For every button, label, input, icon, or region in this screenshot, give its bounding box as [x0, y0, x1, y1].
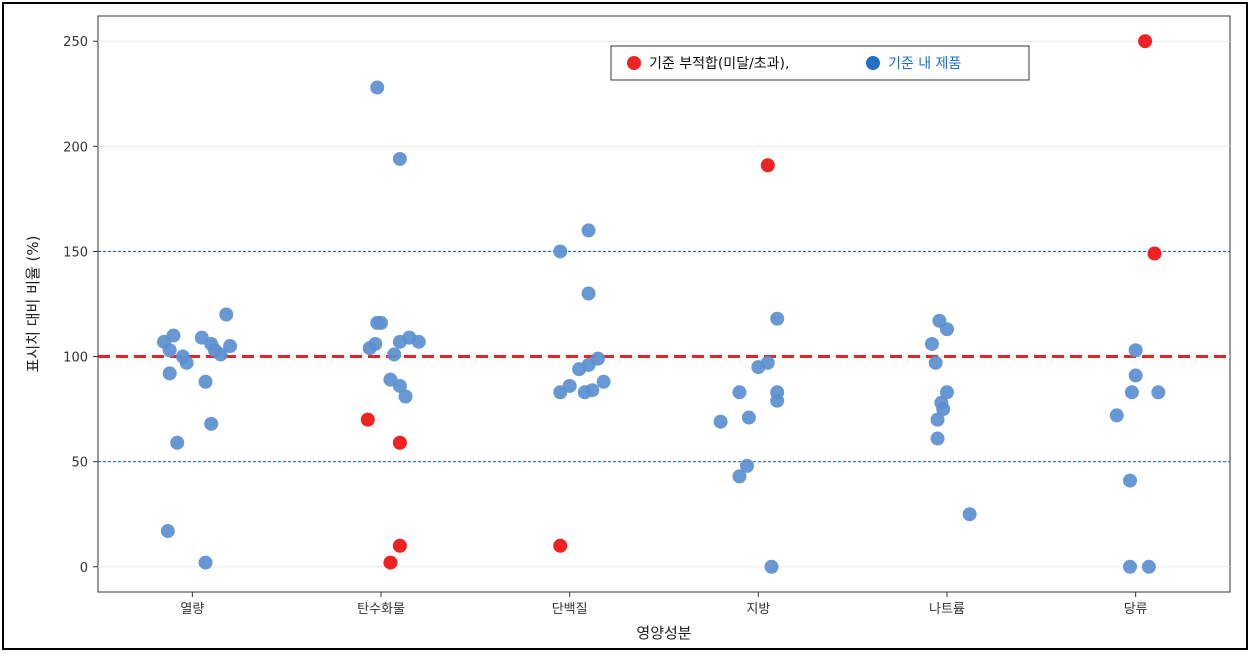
point-within	[930, 412, 945, 427]
legend-marker-within	[866, 56, 880, 70]
point-within	[1141, 559, 1156, 574]
point-within	[170, 435, 185, 450]
x-tick-label: 나트륨	[929, 602, 965, 617]
point-within	[770, 311, 785, 326]
point-within	[166, 328, 181, 343]
x-tick-label: 탄수화물	[357, 602, 405, 617]
point-within	[198, 555, 213, 570]
point-within	[1123, 473, 1138, 488]
point-within	[392, 151, 407, 166]
point-nonconforming	[383, 555, 398, 570]
y-tick-label: 150	[63, 245, 88, 260]
point-within	[162, 343, 177, 358]
point-within	[962, 507, 977, 522]
point-within	[162, 366, 177, 381]
point-within	[740, 458, 755, 473]
point-within	[219, 307, 234, 322]
point-within	[928, 355, 943, 370]
point-within	[411, 334, 426, 349]
legend: 기준 부적합(미달/초과), 기준 내 제품	[610, 45, 1030, 81]
point-nonconforming	[1147, 246, 1162, 261]
point-within	[577, 385, 592, 400]
point-within	[581, 286, 596, 301]
point-within	[1123, 559, 1138, 574]
point-within	[596, 374, 611, 389]
point-nonconforming	[360, 412, 375, 427]
point-nonconforming	[760, 158, 775, 173]
legend-label-within: 기준 내 제품	[888, 56, 961, 72]
point-within	[732, 385, 747, 400]
point-within	[760, 355, 775, 370]
point-within	[204, 416, 219, 431]
point-within	[924, 336, 939, 351]
point-nonconforming	[392, 435, 407, 450]
point-within	[1109, 408, 1124, 423]
point-within	[936, 402, 951, 417]
x-tick-label: 지방	[746, 602, 770, 617]
y-tick-label: 250	[63, 35, 88, 50]
point-within	[770, 393, 785, 408]
point-within	[590, 351, 605, 366]
point-within	[368, 336, 383, 351]
point-within	[930, 431, 945, 446]
point-within	[223, 339, 238, 354]
point-within	[1151, 385, 1166, 400]
point-within	[392, 378, 407, 393]
point-within	[1128, 343, 1143, 358]
reference-lines	[98, 250, 1230, 463]
point-within	[940, 385, 954, 400]
x-axis-title: 영양성분	[636, 624, 691, 642]
x-tick-label: 단백질	[552, 602, 588, 617]
point-within	[398, 389, 413, 404]
point-nonconforming	[392, 538, 407, 553]
point-within	[213, 347, 228, 362]
plot-area	[97, 15, 1231, 593]
point-within	[553, 244, 568, 259]
point-within	[370, 80, 385, 95]
x-axis: 열량 탄수화물 단백질 지방 나트륨 당류	[180, 592, 1148, 617]
point-within	[764, 559, 779, 574]
point-within	[741, 410, 756, 425]
point-within	[562, 378, 577, 393]
point-within	[1128, 368, 1143, 383]
point-within	[940, 322, 954, 337]
y-tick-label: 50	[71, 456, 88, 471]
legend-label-nonconforming: 기준 부적합(미달/초과),	[649, 56, 789, 72]
point-within	[374, 315, 388, 330]
point-within	[198, 374, 213, 389]
y-tick-label: 200	[63, 140, 88, 155]
point-within	[387, 347, 402, 362]
point-nonconforming	[1138, 34, 1153, 49]
legend-marker-nonconforming	[627, 56, 641, 70]
x-tick-label: 당류	[1124, 602, 1148, 617]
y-tick-label: 100	[63, 351, 88, 366]
point-within	[713, 414, 728, 429]
point-within	[581, 223, 596, 238]
point-within	[160, 524, 175, 539]
y-axis-title: 표시치 대비 비율 (%)	[24, 236, 42, 373]
y-axis: 0 50 100 150 200 250	[63, 35, 98, 576]
x-tick-label: 열량	[180, 602, 204, 617]
point-within	[1124, 385, 1139, 400]
y-tick-label: 0	[80, 561, 88, 576]
point-nonconforming	[553, 538, 568, 553]
point-within	[732, 469, 747, 484]
point-within	[179, 355, 194, 370]
data-points	[157, 34, 1166, 574]
legend-box	[610, 45, 1030, 81]
